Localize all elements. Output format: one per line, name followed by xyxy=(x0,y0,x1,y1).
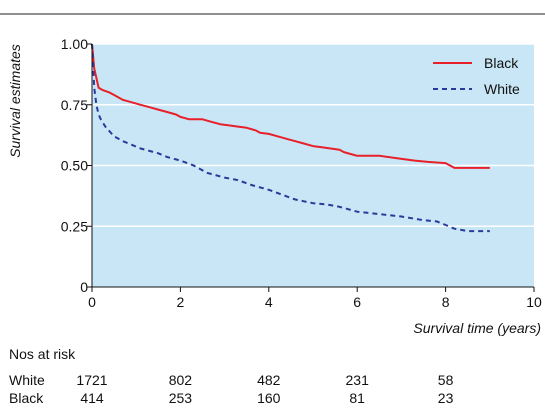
risk-value-white-2: 482 xyxy=(257,372,281,388)
risk-value-white-1: 802 xyxy=(168,372,193,388)
x-tick-label-2: 4 xyxy=(265,294,273,310)
series-lines xyxy=(91,43,490,233)
legend: Black White xyxy=(433,55,520,97)
x-tick-label-4: 8 xyxy=(442,294,450,310)
y-tick-label-2: 0.50 xyxy=(61,158,88,174)
legend-label-black: Black xyxy=(484,55,519,71)
risk-value-black-1: 253 xyxy=(168,390,193,406)
risk-value-black-2: 160 xyxy=(257,390,281,406)
x-axis-label: Survival time (years) xyxy=(413,320,541,336)
risk-value-white-4: 58 xyxy=(437,372,454,388)
x-tick-label-3: 6 xyxy=(353,294,361,310)
axes xyxy=(87,43,535,292)
risk-table-title: Nos at risk xyxy=(9,346,76,362)
risk-row-label-black: Black xyxy=(9,390,44,406)
legend-label-white: White xyxy=(484,81,520,97)
series-line-white xyxy=(91,43,490,233)
y-tick-label-1: 0.25 xyxy=(61,218,88,234)
x-tick-label-5: 10 xyxy=(526,294,542,310)
x-tick-label-1: 2 xyxy=(177,294,185,310)
risk-value-black-4: 23 xyxy=(437,390,454,406)
y-tick-label-4: 1.00 xyxy=(61,36,88,52)
grid-lines xyxy=(92,43,534,227)
y-axis-label: Survival estimates xyxy=(7,44,23,158)
risk-value-black-0: 414 xyxy=(80,390,104,406)
y-tick-label-0: 0 xyxy=(80,279,88,295)
x-tick-label-0: 0 xyxy=(88,294,96,310)
y-tick-label-3: 0.75 xyxy=(61,97,88,113)
risk-value-black-3: 81 xyxy=(349,390,365,406)
risk-value-white-3: 231 xyxy=(345,372,369,388)
risk-row-label-white: White xyxy=(9,372,45,388)
series-line-black xyxy=(91,43,490,169)
tick-labels: 0 2 4 6 8 10 0 0.25 0.50 0.75 1.00 xyxy=(61,36,542,310)
risk-value-white-0: 1721 xyxy=(76,372,108,388)
